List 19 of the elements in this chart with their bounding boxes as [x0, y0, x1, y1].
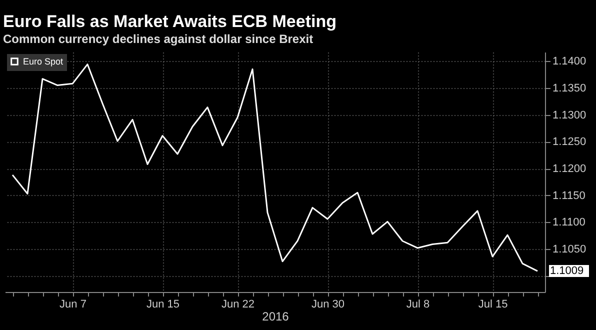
y-tick-label: 1.1100 — [552, 216, 586, 229]
y-tick-label: 1.1350 — [552, 82, 586, 94]
x-tick-label: Jun 22 — [221, 298, 255, 310]
y-tick-label: 1.1050 — [552, 244, 586, 256]
chart-subtitle: Common currency declines against dollar since Brexit — [3, 32, 314, 46]
y-tick-label: 1.1400 — [552, 56, 586, 68]
x-tick-label: Jun 7 — [60, 298, 86, 310]
y-tick-label: 1.1250 — [552, 136, 586, 148]
x-tick-label: Jul 8 — [406, 298, 430, 310]
x-tick-label: Jun 30 — [311, 298, 345, 310]
chart-title: Euro Falls as Market Awaits ECB Meeting — [3, 12, 336, 31]
text: 1.1009 — [550, 265, 584, 278]
x-tick-label: Jun 15 — [146, 298, 180, 310]
x-tick-label: Jul 15 — [478, 298, 508, 310]
y-tick-label: 1.1150 — [552, 190, 586, 202]
y-tick-label: 1.1300 — [552, 109, 586, 122]
y-tick-label: 1.1200 — [552, 163, 586, 176]
x-axis-title: 2016 — [262, 310, 290, 324]
legend-label: Euro Spot — [23, 56, 64, 66]
